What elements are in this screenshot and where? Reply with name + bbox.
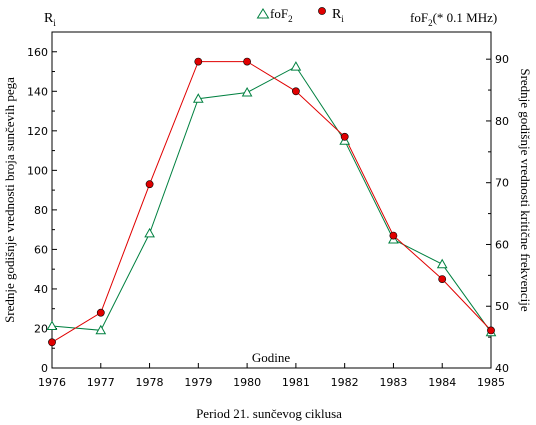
x-tick-label: 1978 [136, 376, 164, 389]
point-fof2 [436, 258, 448, 269]
y-right-tick-label: 40 [495, 362, 509, 375]
legend-item-fof2: foF2 [256, 6, 293, 24]
y-left-tick-label: 60 [34, 243, 48, 256]
y-right-tick-label: 70 [495, 177, 509, 190]
y-axis-left-title: Srednje godišnje vrednosti broja sunčevi… [2, 77, 17, 323]
point-ri [291, 87, 300, 96]
x-tick-label: 1983 [379, 376, 407, 389]
x-tick-label: 1976 [38, 376, 66, 389]
y-axis-right-title: Srednje godišnje vrednosti kritične frek… [518, 68, 533, 312]
legend-circle-marker [318, 7, 326, 15]
y-right-tick-label: 60 [495, 238, 509, 251]
legend-label-fof2: foF2 [270, 6, 293, 24]
point-ri [194, 57, 203, 66]
series-layer [46, 57, 497, 347]
y-left-tick-label: 100 [27, 164, 48, 177]
left-axis-top-label: Ri [44, 11, 56, 28]
x-tick-label: 1977 [87, 376, 115, 389]
point-fof2 [144, 227, 155, 238]
y-left-tick-label: 160 [27, 46, 48, 59]
point-ri [243, 57, 251, 66]
point-ri [145, 180, 154, 189]
y-right-tick-label: 50 [495, 300, 509, 313]
legend-label-ri: Ri [332, 7, 344, 24]
x-tick-label: 1985 [477, 376, 505, 389]
series-line-fof2 [51, 65, 492, 333]
point-ri [96, 308, 105, 317]
point-fof2 [290, 61, 302, 71]
y-left-tick-label: 20 [34, 322, 48, 335]
y-left-tick-label: 0 [41, 362, 48, 375]
point-fof2 [241, 86, 253, 97]
legend-triangle-marker [256, 8, 270, 19]
point-ri [48, 338, 56, 347]
x-tick-label: 1980 [233, 376, 261, 389]
legend: foF2 Ri [256, 6, 344, 24]
x-tick-label: 1982 [331, 376, 359, 389]
series-line-ri [51, 61, 492, 343]
y-left-tick-label: 140 [27, 85, 48, 98]
y-right-tick-label: 80 [495, 115, 509, 128]
y-right-tick-label: 90 [495, 53, 509, 66]
point-ri [487, 326, 495, 335]
plot-frame [51, 31, 492, 369]
point-fof2 [192, 93, 204, 103]
x-tick-label: 1984 [428, 376, 456, 389]
point-fof2 [95, 324, 107, 335]
y-left-tick-label: 120 [27, 125, 48, 138]
point-ri [389, 231, 398, 240]
y-axis-right-ticks: 40 50 60 70 80 90 [486, 53, 509, 375]
point-ri [340, 132, 349, 141]
legend-item-ri: Ri [318, 7, 344, 24]
x-tick-label: 1981 [282, 376, 310, 389]
y-left-tick-label: 80 [34, 204, 48, 217]
point-fof2 [46, 320, 58, 330]
y-left-tick-label: 40 [34, 283, 48, 296]
x-tick-label: 1979 [184, 376, 212, 389]
chart-caption: Period 21. sunčevog ciklusa [196, 406, 342, 421]
point-ri [438, 275, 447, 283]
right-axis-top-label: foF2(* 0.1 MHz) [410, 10, 497, 28]
x-axis-ticks: 1976 1977 1978 1979 1980 1981 1982 1983 1984 1985 [38, 363, 505, 389]
x-axis-title: Godine [252, 350, 291, 365]
y-axis-left-ticks: 0 20 40 60 80 100 120 140 160 [27, 46, 57, 375]
